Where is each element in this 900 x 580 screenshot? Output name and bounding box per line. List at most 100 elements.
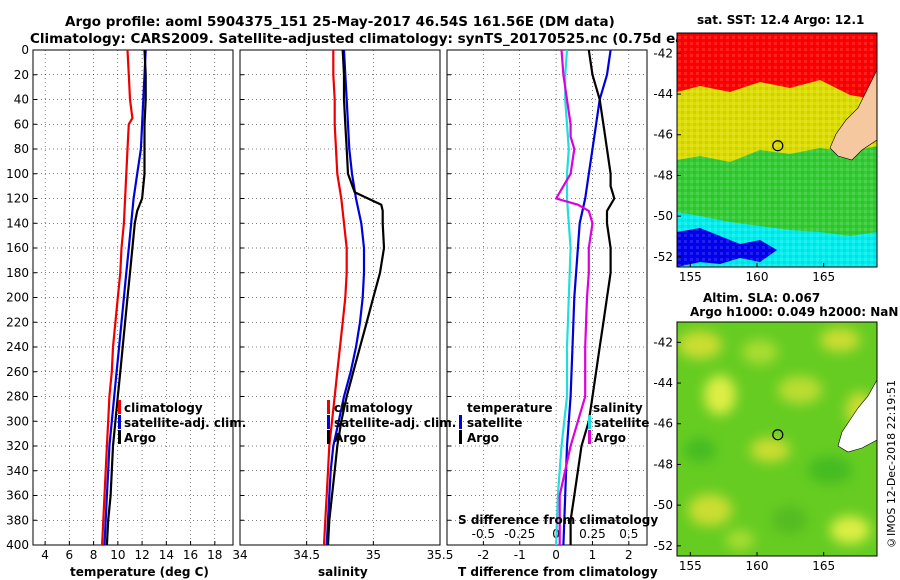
title-line2: Climatology: CARS2009. Satellite-adjuste… bbox=[30, 31, 722, 47]
sla-map bbox=[677, 322, 877, 556]
legend-swatch-satellite bbox=[118, 415, 121, 429]
depth-tick-label: 100 bbox=[6, 167, 29, 181]
x-tick-label: 12 bbox=[134, 548, 149, 562]
depth-tick-label: 120 bbox=[6, 192, 29, 206]
legend-swatch-argo bbox=[327, 430, 330, 444]
map-y-tick-label: -50 bbox=[653, 498, 673, 512]
x-tick-label: -1 bbox=[514, 548, 526, 562]
depth-tick-label: 80 bbox=[14, 142, 29, 156]
depth-tick-label: 300 bbox=[6, 414, 29, 428]
legend-label-s-argo: Argo bbox=[594, 431, 626, 445]
map-x-tick-label: 165 bbox=[812, 559, 835, 573]
depth-tick-label: 240 bbox=[6, 340, 29, 354]
x-tick-label: 14 bbox=[159, 548, 174, 562]
series-line-s-satellite bbox=[555, 49, 572, 546]
depth-tick-label: 400 bbox=[6, 538, 29, 552]
sla-map-frame bbox=[676, 321, 878, 557]
map-y-tick-label: -44 bbox=[653, 376, 673, 390]
legend-label-argo: Argo bbox=[334, 431, 366, 445]
x-tick-label: 18 bbox=[207, 548, 222, 562]
depth-tick-label: 340 bbox=[6, 464, 29, 478]
x-tick-label: 35 bbox=[366, 548, 381, 562]
legend-title-salinity: salinity bbox=[593, 401, 643, 415]
copyright-stamp: ©IMOS 12-Dec-2018 22:19:51 bbox=[885, 380, 898, 549]
temperature-xlabel: temperature (deg C) bbox=[70, 565, 209, 579]
sst-map-title: sat. SST: 12.4 Argo: 12.1 bbox=[697, 13, 864, 27]
legend-label-argo: Argo bbox=[124, 431, 156, 445]
series-line-climatology bbox=[322, 50, 348, 546]
x-tick-label: 8 bbox=[90, 548, 98, 562]
x-tick-label: 10 bbox=[110, 548, 125, 562]
series-line-satellite-adj-clim- bbox=[325, 49, 366, 546]
depth-tick-label: 260 bbox=[6, 365, 29, 379]
legend-label-t-argo: Argo bbox=[467, 431, 499, 445]
sst-map-frame bbox=[676, 32, 878, 268]
map-y-tick-label: -46 bbox=[653, 417, 673, 431]
depth-tick-label: 20 bbox=[14, 68, 29, 82]
title-line1: Argo profile: aoml 5904375_151 25-May-20… bbox=[65, 14, 615, 30]
depth-tick-label: 360 bbox=[6, 489, 29, 503]
depth-tick-label: 200 bbox=[6, 291, 29, 305]
salinity-legend: climatology satellite-adj. clim. Argo bbox=[327, 400, 456, 445]
legend-label-satellite: satellite-adj. clim. bbox=[334, 416, 456, 430]
sla-land-new-zealand bbox=[837, 379, 877, 453]
depth-tick-label: 0 bbox=[21, 43, 29, 57]
depth-tick-label: 60 bbox=[14, 117, 29, 131]
map-y-tick-label: -42 bbox=[653, 46, 673, 60]
x-tick-label: 35.5 bbox=[427, 548, 454, 562]
series-line-climatology bbox=[101, 49, 134, 546]
sla-float-marker bbox=[772, 429, 784, 441]
sst-float-marker bbox=[772, 140, 784, 152]
depth-tick-label: 160 bbox=[6, 241, 29, 255]
s-x-tick-label: -0.25 bbox=[504, 527, 535, 541]
x-tick-label: -2 bbox=[477, 548, 489, 562]
legend-swatch-t-satellite bbox=[459, 415, 462, 429]
x-tick-label: 2 bbox=[625, 548, 633, 562]
sla-map-title: Altim. SLA: 0.067 bbox=[703, 291, 820, 305]
legend-label-s-satellite: satellite bbox=[594, 416, 649, 430]
legend-swatch-argo bbox=[118, 430, 121, 444]
legend-label-satellite: satellite-adj. clim. bbox=[124, 416, 246, 430]
depth-tick-label: 380 bbox=[6, 513, 29, 527]
series-line-t-satellite bbox=[562, 49, 612, 546]
legend-label-climatology: climatology bbox=[334, 401, 413, 415]
x-tick-label: 0 bbox=[552, 548, 560, 562]
depth-tick-label: 280 bbox=[6, 390, 29, 404]
series-line-argo bbox=[105, 49, 147, 546]
sla-field bbox=[678, 328, 874, 550]
legend-swatch-s-satellite bbox=[588, 415, 591, 429]
series-line-s-argo bbox=[554, 49, 594, 545]
map-y-tick-label: -52 bbox=[653, 539, 673, 553]
map-y-tick-label: -48 bbox=[653, 457, 673, 471]
depth-tick-label: 220 bbox=[6, 315, 29, 329]
difference-legend: temperature satellite Argo salinity sate… bbox=[459, 401, 649, 445]
depth-tick-label: 40 bbox=[14, 93, 29, 107]
map-y-tick-label: -50 bbox=[653, 209, 673, 223]
map-x-tick-label: 160 bbox=[746, 270, 769, 284]
legend-swatch-s-argo bbox=[588, 430, 591, 444]
s-difference-xlabel: S difference from climatology bbox=[458, 513, 658, 527]
legend-swatch-climatology bbox=[118, 400, 121, 414]
legend-swatch-climatology bbox=[327, 400, 330, 414]
series-line-satellite-adj-clim- bbox=[103, 49, 147, 546]
map-y-tick-label: -46 bbox=[653, 128, 673, 142]
temperature-legend: climatology satellite-adj. clim. Argo bbox=[118, 400, 246, 445]
x-tick-label: 16 bbox=[183, 548, 198, 562]
sst-land-new-zealand bbox=[829, 69, 877, 161]
legend-swatch-t-argo bbox=[459, 430, 462, 444]
depth-tick-label: 180 bbox=[6, 266, 29, 280]
map-x-tick-label: 160 bbox=[746, 559, 769, 573]
legend-title-temperature: temperature bbox=[467, 401, 552, 415]
sst-map bbox=[677, 33, 877, 267]
legend-swatch-satellite bbox=[327, 415, 330, 429]
x-tick-label: 34 bbox=[232, 548, 247, 562]
depth-tick-label: 140 bbox=[6, 216, 29, 230]
map-y-tick-label: -48 bbox=[653, 168, 673, 182]
s-x-tick-label: 0.5 bbox=[619, 527, 638, 541]
series-line-t-argo bbox=[569, 49, 616, 545]
sla-map-subtitle: Argo h1000: 0.049 h2000: NaN bbox=[690, 305, 898, 319]
map-x-tick-label: 155 bbox=[679, 559, 702, 573]
s-x-tick-label: 0.25 bbox=[579, 527, 606, 541]
x-tick-label: 1 bbox=[589, 548, 597, 562]
